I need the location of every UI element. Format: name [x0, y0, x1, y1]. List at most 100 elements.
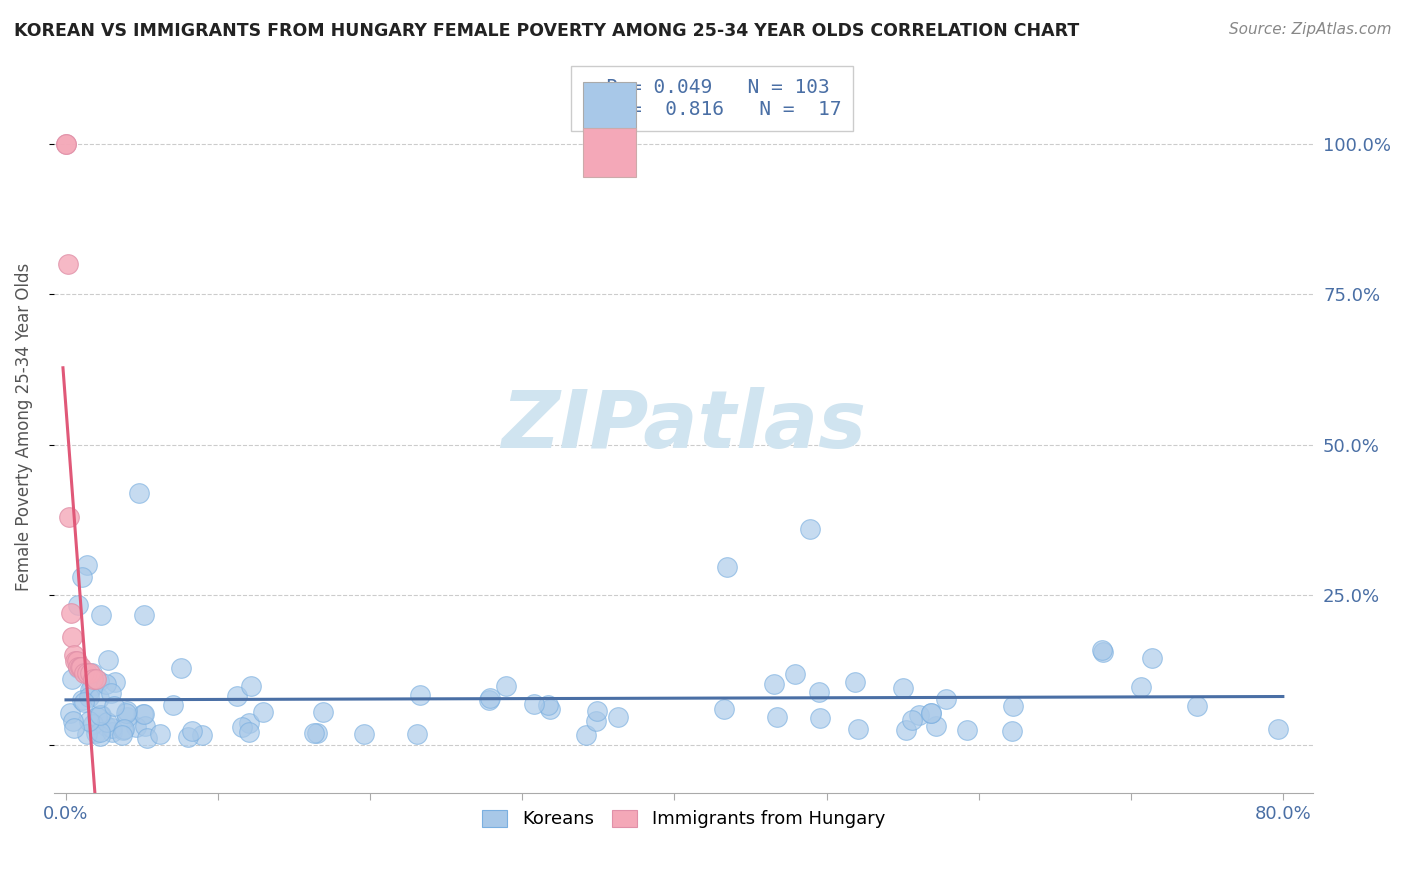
Point	[177, 730, 200, 744]
Point	[115, 709, 138, 723]
Point	[585, 714, 607, 728]
Text: R = 0.049   N = 103
  R =  0.816   N =  17: R = 0.049 N = 103 R = 0.816 N = 17	[583, 78, 841, 119]
Point	[87, 691, 110, 706]
Point	[304, 726, 326, 740]
Point	[132, 707, 155, 722]
Point	[846, 722, 869, 736]
Point	[149, 727, 172, 741]
Point	[84, 726, 107, 740]
Point	[79, 682, 101, 697]
Point	[134, 607, 156, 622]
Point	[170, 661, 193, 675]
Point	[238, 716, 260, 731]
Point	[103, 698, 125, 713]
Point	[104, 675, 127, 690]
Point	[62, 648, 84, 662]
Point	[100, 686, 122, 700]
Point	[82, 672, 104, 686]
Point	[807, 685, 830, 699]
Point	[60, 630, 83, 644]
Point	[60, 672, 83, 686]
Point	[66, 661, 89, 675]
Point	[125, 720, 148, 734]
Point	[908, 708, 931, 723]
Point	[97, 653, 120, 667]
Point	[799, 522, 821, 536]
Point	[89, 725, 111, 739]
Point	[111, 728, 134, 742]
Point	[56, 257, 79, 271]
Point	[76, 727, 98, 741]
Text: ZIPatlas: ZIPatlas	[501, 387, 866, 466]
Point	[67, 660, 90, 674]
Text: Source: ZipAtlas.com: Source: ZipAtlas.com	[1229, 22, 1392, 37]
Point	[956, 723, 979, 737]
Point	[73, 666, 96, 681]
Point	[238, 725, 260, 739]
Point	[72, 695, 94, 709]
Point	[162, 698, 184, 713]
Point	[606, 710, 628, 724]
Point	[1002, 699, 1025, 714]
Point	[808, 711, 831, 725]
Point	[924, 718, 946, 732]
Point	[844, 675, 866, 690]
Point	[89, 730, 111, 744]
Point	[90, 707, 112, 722]
Point	[89, 708, 111, 723]
Point	[59, 706, 82, 721]
Point	[716, 560, 738, 574]
Point	[409, 688, 432, 702]
Point	[1001, 723, 1024, 738]
Point	[77, 714, 100, 728]
Point	[231, 720, 253, 734]
Point	[66, 654, 89, 668]
Text: KOREAN VS IMMIGRANTS FROM HUNGARY FEMALE POVERTY AMONG 25-34 YEAR OLDS CORRELATI: KOREAN VS IMMIGRANTS FROM HUNGARY FEMALE…	[14, 22, 1080, 40]
Point	[94, 677, 117, 691]
Point	[101, 724, 124, 739]
Point	[1091, 643, 1114, 657]
Point	[134, 719, 156, 733]
Point	[115, 704, 138, 718]
Point	[79, 666, 101, 681]
Point	[537, 698, 560, 712]
Point	[575, 728, 598, 742]
Point	[69, 660, 91, 674]
Point	[891, 681, 914, 696]
Point	[763, 677, 786, 691]
Point	[935, 692, 957, 706]
Point	[55, 136, 77, 151]
Point	[63, 721, 86, 735]
Point	[538, 702, 561, 716]
Point	[70, 660, 93, 674]
Point	[62, 714, 84, 728]
Point	[900, 713, 922, 727]
Point	[86, 672, 108, 686]
Point	[101, 722, 124, 736]
Point	[785, 667, 807, 681]
Point	[86, 710, 108, 724]
Point	[63, 654, 86, 668]
Point	[240, 679, 263, 693]
Point	[80, 666, 103, 681]
Point	[128, 485, 150, 500]
Point	[94, 719, 117, 733]
Point	[920, 706, 942, 721]
Point	[132, 706, 155, 721]
Point	[77, 690, 100, 704]
Point	[1129, 680, 1152, 694]
Point	[80, 679, 103, 693]
Point	[90, 608, 112, 623]
Point	[523, 697, 546, 711]
Point	[70, 692, 93, 706]
Point	[1091, 645, 1114, 659]
Point	[76, 666, 98, 681]
Point	[894, 723, 917, 737]
Point	[180, 724, 202, 739]
Point	[67, 599, 90, 613]
Point	[112, 722, 135, 736]
Point	[252, 705, 274, 719]
Point	[136, 731, 159, 746]
Point	[1140, 651, 1163, 665]
Legend: Koreans, Immigrants from Hungary: Koreans, Immigrants from Hungary	[475, 803, 893, 836]
